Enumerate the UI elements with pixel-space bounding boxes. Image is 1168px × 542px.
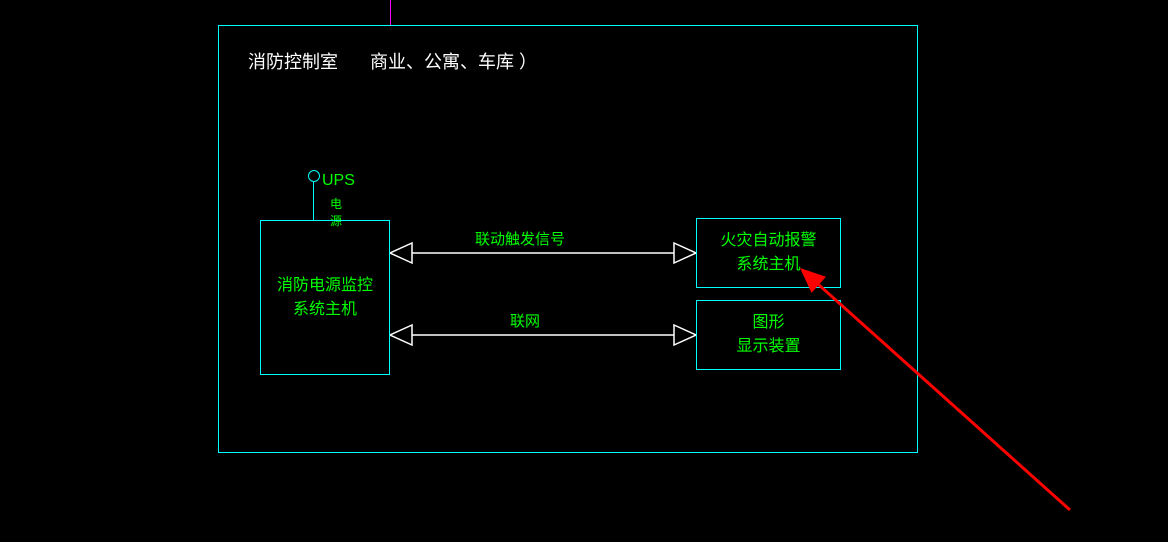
node-left-line1: 消防电源监控 — [277, 274, 373, 298]
node-fire-power-monitor: 消防电源监控 系统主机 — [260, 220, 390, 375]
title-main: 消防控制室 — [248, 48, 338, 74]
ups-label: UPS — [322, 172, 355, 190]
red-annotation-arrow — [780, 248, 1090, 530]
top-connector-line — [390, 0, 391, 25]
node-left-line2: 系统主机 — [293, 298, 357, 322]
ups-connector-line — [313, 182, 314, 220]
arrow-bottom — [390, 320, 696, 350]
arrow-top-label: 联动触发信号 — [475, 228, 565, 249]
ups-circle-icon — [308, 170, 320, 182]
title-sub: 商业、公寓、车库 ） — [370, 48, 537, 74]
arrow-bottom-label: 联网 — [510, 310, 540, 331]
